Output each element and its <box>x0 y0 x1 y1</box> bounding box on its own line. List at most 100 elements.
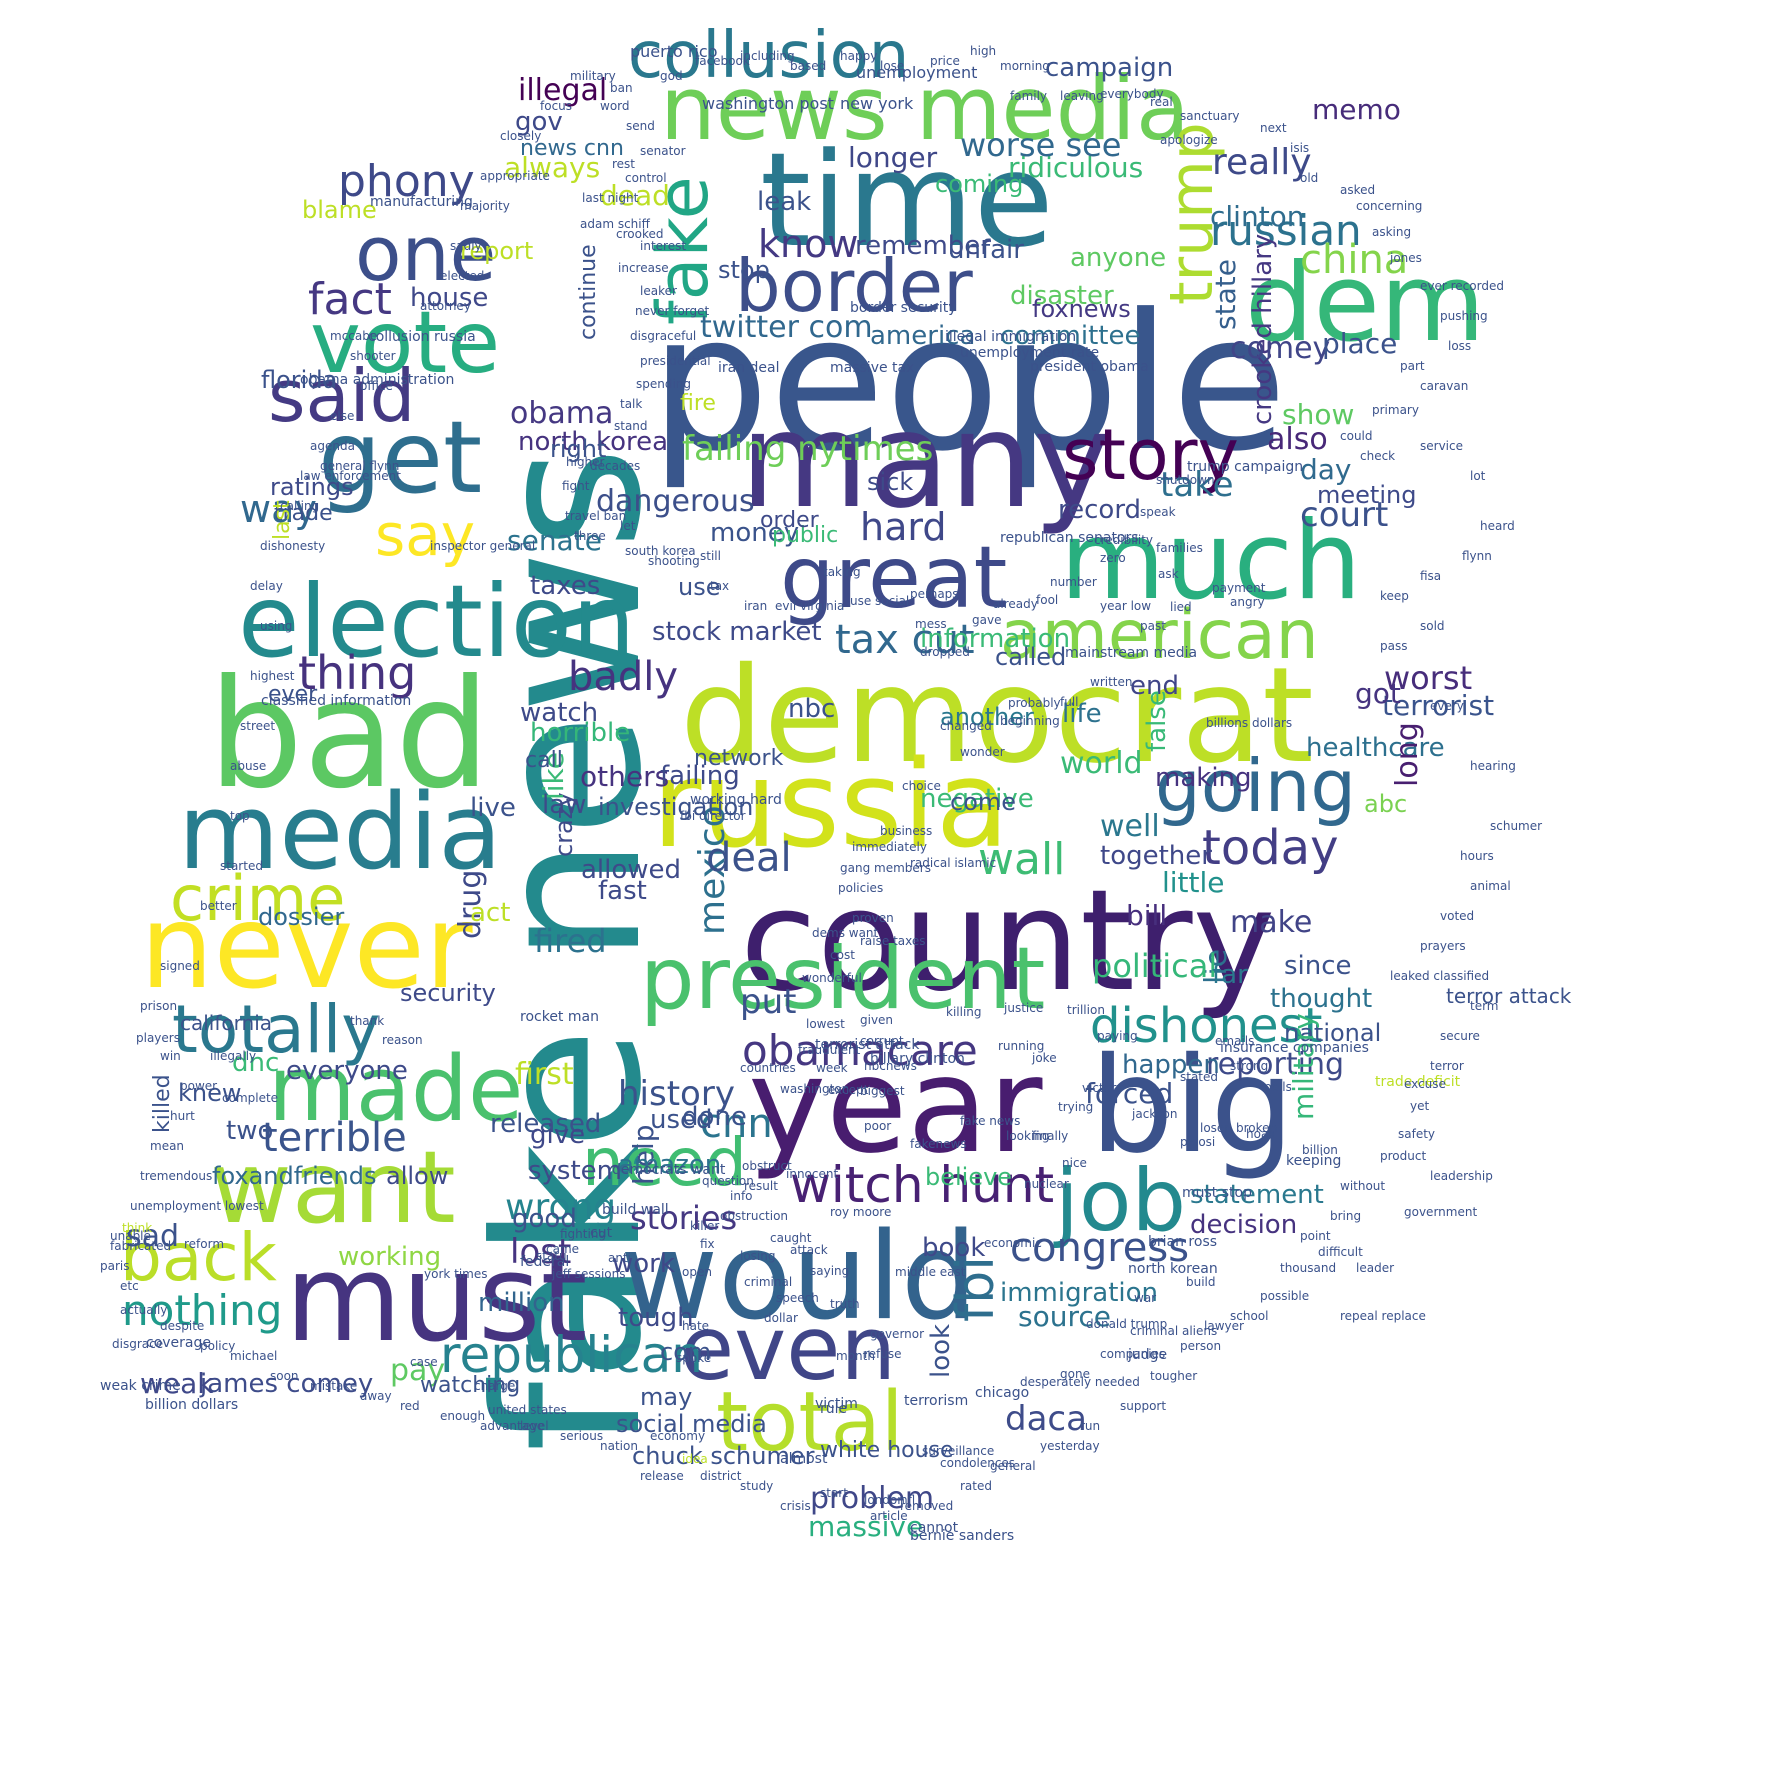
word-flynn: flynn <box>1462 549 1492 563</box>
word-build: build <box>1186 1275 1216 1289</box>
word-hearing: hearing <box>1470 759 1516 773</box>
word-district: district <box>700 1469 742 1483</box>
word-stand: stand <box>614 419 648 433</box>
word-middle-east: middle east <box>895 1265 966 1279</box>
word-federal: federal <box>520 1254 570 1270</box>
word-also: also <box>1267 422 1328 457</box>
word-fool: fool <box>1036 593 1059 607</box>
word-lied: lied <box>1170 600 1192 614</box>
word-emails: emails <box>1215 1034 1255 1048</box>
word-difficult: difficult <box>1318 1245 1363 1259</box>
word-obstruct: obstruct <box>742 1159 792 1173</box>
word-statu: statu <box>536 1249 567 1263</box>
word-away: away <box>360 1389 392 1403</box>
word-disgrace: disgrace <box>112 1337 164 1351</box>
word-companies: companies <box>1100 1347 1166 1361</box>
word-mean: mean <box>150 1139 185 1153</box>
word-senate: senate <box>507 524 602 557</box>
word-chuck-schumer: chuck schumer <box>632 1442 815 1470</box>
word-billion-dollars: billion dollars <box>145 1397 239 1413</box>
word-russian: russian <box>1210 206 1362 255</box>
word-adam-schiff: adam schiff <box>580 217 650 231</box>
word-week: week <box>816 1061 848 1075</box>
word-lose: lose <box>880 59 905 73</box>
word-california: california <box>180 1011 273 1035</box>
word-totally: totally <box>172 991 381 1068</box>
word-network: network <box>694 746 784 771</box>
word-level: level <box>520 1419 549 1433</box>
word-massive-tax: massive tax <box>830 360 915 376</box>
word-raise-taxes: raise taxes <box>860 934 926 948</box>
word-healthcare: healthcare <box>1306 733 1445 763</box>
word-released: released <box>490 1109 602 1139</box>
word-crisis: crisis <box>780 1499 811 1513</box>
word-else: else <box>330 409 355 423</box>
word-mess: mess <box>915 617 947 631</box>
word-taking: taking <box>823 565 861 579</box>
word-mccabe: mccabe <box>330 329 378 343</box>
word-may: may <box>640 1383 693 1411</box>
word-bad: bad <box>208 648 491 822</box>
word-ridiculous: ridiculous <box>1008 151 1144 184</box>
word-news-cnn: news cnn <box>520 136 624 161</box>
word-rocket-man: rocket man <box>520 1009 599 1025</box>
word-report: report <box>460 237 534 265</box>
word-justice: justice <box>1004 1001 1044 1015</box>
word-check: check <box>1360 449 1396 463</box>
word-presidential: presidential <box>640 354 711 368</box>
word-made: made <box>268 1037 524 1142</box>
word-day: day <box>1300 453 1352 486</box>
word-criminal-aliens: criminal aliens <box>1130 1324 1218 1338</box>
word-concerning: concerning <box>1356 199 1423 213</box>
word-brian-ross: brian ross <box>1148 1234 1218 1250</box>
word-appropriate: appropriate <box>480 169 550 183</box>
word-leadership: leadership <box>1430 1169 1493 1183</box>
word-vote: vote <box>310 293 501 393</box>
word-allowed: allowed <box>581 855 682 885</box>
word-refuse: refuse <box>864 1347 902 1361</box>
word-including: including <box>740 49 795 63</box>
word-actually: actually <box>120 1303 168 1317</box>
word-lowest: lowest <box>806 1017 845 1031</box>
word-facebook: facebook <box>695 54 750 68</box>
word-anti: anti <box>608 1251 631 1265</box>
word-nuclear: nuclear <box>1024 1177 1069 1191</box>
word-wall: wall <box>978 834 1066 885</box>
word-majority: majority <box>460 199 510 213</box>
word-end: end <box>1130 671 1179 701</box>
word-public: public <box>772 523 839 548</box>
word-animal: animal <box>1470 879 1511 893</box>
word-fake-news: fake news <box>960 1114 1021 1128</box>
word-economy: economy <box>650 1429 706 1443</box>
word-sad: sad <box>126 1219 180 1254</box>
word-repeal-replace: repeal replace <box>1340 1309 1426 1323</box>
word-white-house: white house <box>820 1438 954 1463</box>
word-statement: statement <box>1190 1180 1324 1210</box>
word-virginia: virginia <box>800 599 845 613</box>
word-without: without <box>1340 1179 1386 1193</box>
word-hate: hate <box>682 1319 710 1333</box>
word-decision: decision <box>1190 1210 1298 1240</box>
word-one: one <box>355 209 497 298</box>
word-school: school <box>1230 1309 1269 1323</box>
word-terrible: terrible <box>262 1115 407 1161</box>
word-bill: bill <box>1126 899 1168 932</box>
word-deal: deal <box>706 835 792 881</box>
word-phony: phony <box>338 156 475 207</box>
word-angry: angry <box>1230 595 1265 609</box>
word-give: give <box>530 1120 586 1150</box>
word-killing: killing <box>946 1005 982 1019</box>
word-going: going <box>1155 744 1357 828</box>
word-hoax: hoax <box>1246 1127 1276 1141</box>
word-unemployment: unemployment <box>856 63 978 82</box>
word-security: security <box>400 979 496 1007</box>
word-serious: serious <box>560 1429 604 1443</box>
word-court: court <box>1300 495 1389 535</box>
word-watch: watch <box>520 698 599 728</box>
word-com: com <box>660 1338 712 1366</box>
word-governor: governor <box>870 1327 925 1341</box>
word-washington: washington <box>780 1082 850 1096</box>
word-forced: forced <box>1085 1077 1174 1110</box>
word-study: study <box>740 1479 774 1493</box>
word-said: said <box>268 354 416 438</box>
